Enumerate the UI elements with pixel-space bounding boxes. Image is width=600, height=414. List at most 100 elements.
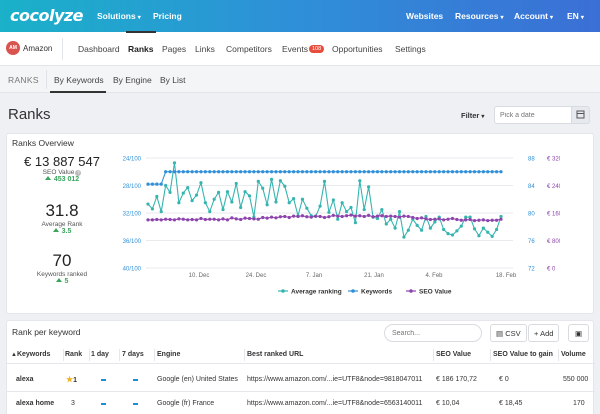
tab-opportunities[interactable]: Opportunities	[332, 44, 383, 54]
data-point	[212, 217, 216, 221]
data-point	[247, 216, 252, 221]
y-left-tick: 24/100	[123, 157, 142, 163]
seo-value-cell: € 10,04	[436, 400, 460, 407]
data-point	[234, 181, 238, 186]
y-right-tick-keywords: 72	[528, 267, 535, 273]
y-right-tick-keywords: 84	[528, 184, 535, 190]
tab-settings[interactable]: Settings	[395, 44, 426, 54]
y-left-tick: 36/100	[123, 239, 142, 245]
data-point	[314, 170, 318, 174]
data-point	[208, 217, 212, 221]
info-icon[interactable]: ?	[75, 170, 82, 176]
col-rank[interactable]: Rank	[65, 351, 83, 358]
data-point	[490, 218, 494, 222]
data-point	[428, 170, 432, 174]
data-point	[459, 170, 463, 174]
data-point	[155, 182, 159, 186]
add-keyword-button[interactable]: + Add	[528, 324, 560, 342]
data-point	[340, 170, 344, 174]
subtab-by-keywords[interactable]: By Keywords	[54, 75, 104, 85]
tab-pages[interactable]: Pages	[162, 44, 187, 54]
columns-toggle-button[interactable]: ▣	[568, 324, 589, 342]
col-7-days[interactable]: 7 days	[122, 351, 144, 358]
data-point	[221, 217, 225, 221]
data-point	[371, 170, 375, 174]
csv-export-button[interactable]: ▤ CSV	[490, 324, 527, 342]
data-point	[150, 182, 155, 186]
filter-dropdown[interactable]: Filter ▾	[461, 111, 485, 120]
y-left-tick: 28/100	[123, 184, 142, 190]
data-point	[322, 170, 327, 174]
data-point	[164, 217, 168, 221]
keyword-cell[interactable]: alexa	[16, 376, 34, 383]
legend-label: Keywords	[361, 289, 392, 296]
col-seo-value-to-gain[interactable]: SEO Value to gain	[493, 351, 553, 358]
data-point	[419, 170, 424, 174]
data-point	[455, 217, 459, 222]
data-point	[225, 170, 230, 174]
y-right-tick-keywords: 80	[528, 212, 535, 218]
unchanged-icon	[101, 379, 106, 381]
tab-links[interactable]: Links	[195, 44, 215, 54]
url-cell[interactable]: https://www.amazon.com/...ie=UTF8&node=6…	[247, 400, 423, 407]
nav-language[interactable]: EN ▾	[567, 11, 584, 21]
data-point	[327, 170, 331, 174]
series-line	[147, 162, 502, 239]
nav-pricing[interactable]: Pricing	[153, 11, 182, 21]
data-point	[252, 170, 256, 174]
nav-account[interactable]: Account ▾	[514, 11, 554, 21]
data-point	[393, 170, 397, 174]
data-point	[194, 218, 199, 222]
y-right-tick-value: € 32000000	[547, 157, 560, 163]
ranks-chart-svg[interactable]: 24/100 28/100 32/100 36/100 40/100 88 84 80 76 72…	[108, 148, 560, 308]
data-point	[353, 170, 357, 174]
divider	[46, 70, 47, 89]
keywords-ranked-value: 70	[52, 251, 72, 270]
project-selector[interactable]: AM Amazon	[6, 41, 52, 55]
subtab-by-list[interactable]: By List	[160, 75, 186, 85]
data-point	[336, 170, 340, 174]
keyword-cell[interactable]: alexa home	[16, 400, 55, 407]
data-point	[490, 170, 494, 174]
ranks-chart[interactable]: 24/100 28/100 32/100 36/100 40/100 88 84 80 76 72…	[108, 148, 560, 308]
data-point	[199, 181, 203, 185]
data-point	[349, 205, 353, 210]
nav-solutions[interactable]: Solutions ▾	[97, 11, 141, 21]
col-seo-value[interactable]: SEO Value	[436, 351, 472, 358]
data-point	[367, 213, 371, 218]
col-1-day[interactable]: 1 day	[91, 351, 109, 358]
col-best-url[interactable]: Best ranked URL	[247, 351, 304, 358]
url-cell[interactable]: https://www.amazon.com/...ie=UTF8&node=9…	[247, 376, 423, 383]
data-point	[217, 170, 221, 174]
tab-competitors[interactable]: Competitors	[226, 44, 272, 54]
data-point	[424, 214, 428, 219]
col-keywords[interactable]: ▲Keywords	[11, 351, 51, 358]
y-right-tick-value: € 16000000	[547, 212, 560, 218]
col-engine[interactable]: Engine	[157, 351, 181, 358]
data-point	[344, 170, 349, 174]
nav-resources[interactable]: Resources ▾	[455, 11, 504, 21]
col-volume[interactable]: Volume	[561, 351, 586, 358]
search-input[interactable]	[384, 324, 482, 342]
logo[interactable]: cocolyze	[10, 6, 84, 25]
date-picker-input[interactable]	[494, 106, 572, 124]
data-point	[181, 170, 185, 174]
data-point	[217, 218, 221, 222]
nav-websites[interactable]: Websites	[406, 11, 444, 21]
data-point	[172, 170, 177, 174]
subtab-by-engine[interactable]: By Engine	[113, 75, 152, 85]
data-point	[481, 226, 485, 230]
sort-asc-icon: ▲	[11, 352, 17, 358]
tab-dashboard[interactable]: Dashboard	[78, 44, 120, 54]
tab-ranks[interactable]: Ranks	[128, 44, 154, 54]
data-point	[494, 170, 499, 174]
y-right-tick-keywords: 76	[528, 239, 535, 245]
data-point	[459, 218, 463, 222]
volume-cell: 550 000	[563, 376, 589, 383]
x-tick: 18. Feb	[496, 273, 517, 279]
data-point	[468, 217, 472, 222]
data-point	[450, 216, 455, 221]
data-point	[327, 210, 331, 214]
calendar-button[interactable]	[571, 106, 590, 124]
tab-events[interactable]: Events 108	[282, 44, 325, 54]
